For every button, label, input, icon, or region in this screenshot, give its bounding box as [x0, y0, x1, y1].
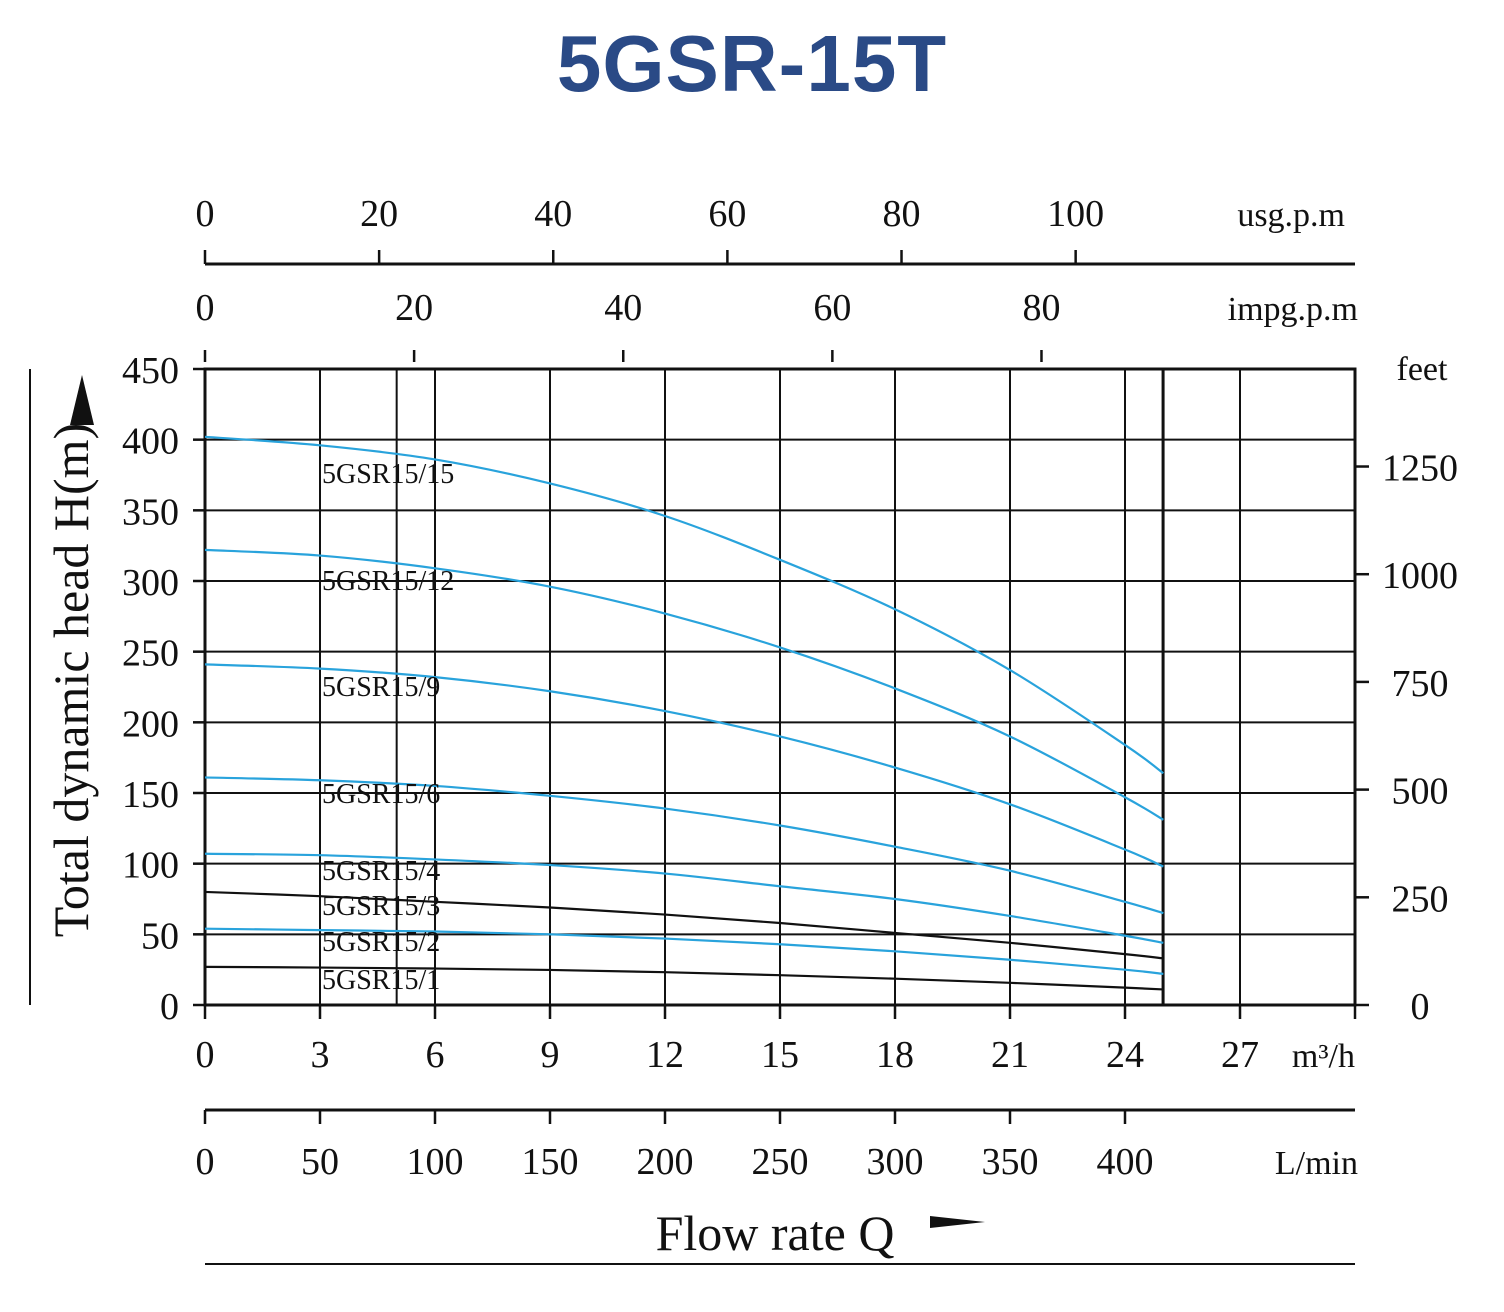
series-line-5GSR15-6: [204, 776, 1164, 915]
y-tick-label-2: 100: [122, 845, 179, 887]
usgpm-tick-label-4: 80: [883, 193, 921, 235]
series-line-5GSR15-15: [204, 435, 1164, 775]
y-axis-title: Total dynamic head H(m): [43, 423, 99, 937]
lmin-tick-label-7: 350: [982, 1141, 1039, 1183]
x-unit-label: m³/h: [1292, 1038, 1355, 1075]
y-tick-label-6: 300: [122, 562, 179, 604]
lmin-tick-label-1: 50: [301, 1141, 339, 1183]
feet-tick-label-2: 500: [1392, 771, 1449, 813]
x-arrow-icon: [930, 1216, 985, 1228]
series-line-5GSR15-9: [204, 663, 1164, 868]
series-label-5GSR15-1: 5GSR15/1: [322, 965, 440, 996]
x-tick-label-0: 0: [196, 1034, 215, 1076]
feet-tick-label-5: 1250: [1382, 448, 1458, 490]
y-arrow-icon: [70, 375, 94, 425]
usgpm-tick-label-1: 20: [360, 193, 398, 235]
x-tick-label-6: 18: [876, 1034, 914, 1076]
y-tick-label-9: 450: [122, 350, 179, 392]
feet-tick-label-0: 0: [1411, 986, 1430, 1028]
x-tick-label-1: 3: [311, 1034, 330, 1076]
series-label-5GSR15-6: 5GSR15/6: [322, 779, 440, 810]
usgpm-tick-label-3: 60: [708, 193, 746, 235]
usgpm-unit-label: usg.p.m: [1237, 197, 1345, 234]
impgpm-unit-label: impg.p.m: [1228, 291, 1358, 328]
y-tick-label-1: 50: [141, 915, 179, 957]
y-tick-label-8: 400: [122, 421, 179, 463]
feet-tick-label-3: 750: [1392, 663, 1449, 705]
series-line-5GSR15-2: [204, 927, 1164, 976]
impgpm-tick-label-0: 0: [196, 287, 215, 329]
series-label-5GSR15-9: 5GSR15/9: [322, 672, 440, 703]
series-label-5GSR15-2: 5GSR15/2: [322, 927, 440, 958]
lmin-tick-label-5: 250: [752, 1141, 809, 1183]
impgpm-tick-label-4: 80: [1022, 287, 1060, 329]
chart-title: 5GSR-15T: [556, 19, 948, 108]
feet-tick-label-1: 250: [1392, 878, 1449, 920]
impgpm-tick-label-1: 20: [395, 287, 433, 329]
lmin-tick-label-2: 100: [407, 1141, 464, 1183]
feet-tick-label-4: 1000: [1382, 555, 1458, 597]
usgpm-tick-label-0: 0: [196, 193, 215, 235]
lmin-tick-label-8: 400: [1097, 1141, 1154, 1183]
y-tick-label-3: 150: [122, 774, 179, 816]
usgpm-tick-label-2: 40: [534, 193, 572, 235]
lmin-tick-label-0: 0: [196, 1141, 215, 1183]
impgpm-tick-label-2: 40: [604, 287, 642, 329]
lmin-tick-label-3: 150: [522, 1141, 579, 1183]
series-label-5GSR15-15: 5GSR15/15: [322, 459, 454, 490]
x-tick-label-7: 21: [991, 1034, 1029, 1076]
y-tick-label-7: 350: [122, 491, 179, 533]
series-label-5GSR15-3: 5GSR15/3: [322, 891, 440, 922]
feet-unit-label: feet: [1397, 351, 1449, 388]
series-label-5GSR15-4: 5GSR15/4: [322, 856, 440, 887]
lmin-tick-label-4: 200: [637, 1141, 694, 1183]
lmin-unit-label: L/min: [1275, 1145, 1358, 1182]
x-tick-label-2: 6: [426, 1034, 445, 1076]
x-tick-label-5: 15: [761, 1034, 799, 1076]
series-line-5GSR15-1: [204, 965, 1164, 991]
x-tick-label-8: 24: [1106, 1034, 1144, 1076]
x-tick-label-9: 27: [1221, 1034, 1259, 1076]
lmin-tick-label-6: 300: [867, 1141, 924, 1183]
series-line-5GSR15-3: [204, 890, 1164, 960]
impgpm-tick-label-3: 60: [813, 287, 851, 329]
y-tick-label-5: 250: [122, 633, 179, 675]
y-tick-label-0: 0: [160, 986, 179, 1028]
series-line-5GSR15-4: [204, 852, 1164, 944]
x-tick-label-3: 9: [541, 1034, 560, 1076]
series-label-5GSR15-12: 5GSR15/12: [322, 566, 454, 597]
y-tick-label-4: 200: [122, 703, 179, 745]
x-axis-title: Flow rate Q: [656, 1205, 895, 1261]
x-tick-label-4: 12: [646, 1034, 684, 1076]
series-line-5GSR15-12: [204, 548, 1164, 821]
usgpm-tick-label-5: 100: [1047, 193, 1104, 235]
